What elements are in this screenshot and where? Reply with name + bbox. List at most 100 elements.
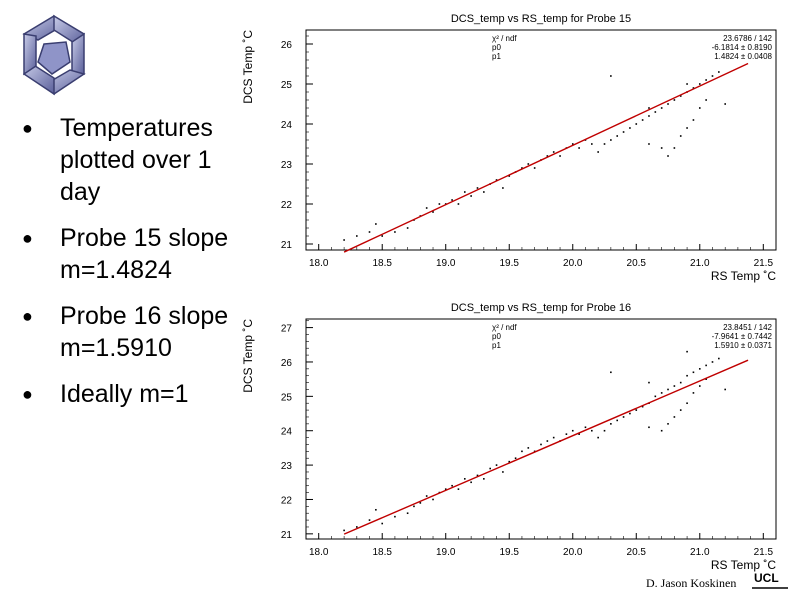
x-tick-label: 20.5	[627, 258, 647, 269]
star-of-david-knot-icon	[22, 14, 86, 96]
y-tick-label: 26	[281, 358, 293, 369]
data-point	[470, 195, 472, 197]
data-point	[571, 143, 574, 145]
data-point	[667, 155, 669, 157]
bullet-dot-icon: ●	[22, 228, 33, 248]
fit-stat-label: χ² / ndf	[492, 34, 517, 43]
data-point	[502, 187, 504, 189]
data-point	[705, 79, 707, 81]
data-point	[698, 368, 701, 370]
bullet-text: Probe 15 slope m=1.4824	[60, 224, 229, 284]
svg-text:UCL: UCL	[754, 571, 779, 585]
data-point	[571, 429, 574, 432]
data-point	[603, 143, 606, 145]
data-point	[521, 450, 523, 453]
data-point	[444, 488, 447, 490]
chart-probe-15: DCS_temp vs RS_temp for Probe 15 18.0 18.5…	[241, 13, 777, 283]
data-point	[654, 395, 657, 398]
data-point	[692, 392, 695, 394]
x-axis-label: RS Temp ˚C	[711, 269, 776, 283]
fit-stat-label: χ² / ndf	[492, 323, 517, 332]
data-point	[356, 526, 358, 528]
data-point	[641, 405, 644, 408]
fit-stat-label: p0	[492, 43, 501, 52]
data-point	[622, 131, 625, 133]
data-point	[375, 223, 377, 225]
fit-line	[343, 359, 749, 535]
x-tick-label: 21.5	[754, 258, 774, 269]
data-point	[724, 103, 726, 105]
data-point	[597, 436, 599, 439]
data-point	[629, 412, 631, 415]
data-point	[686, 402, 688, 405]
data-point	[648, 107, 650, 109]
data-point	[718, 71, 720, 73]
data-point	[686, 350, 688, 353]
fit-stat-value: -7.9641 ± 0.7442	[712, 332, 773, 341]
data-point	[705, 378, 707, 380]
data-point	[540, 443, 542, 446]
y-tick-label: 27	[281, 324, 293, 335]
fit-stat-label: p1	[492, 341, 501, 350]
fit-stat-value: 23.8451 / 142	[723, 323, 772, 332]
data-point	[552, 151, 555, 153]
data-point	[463, 191, 466, 193]
plot-frame	[305, 318, 777, 540]
data-point	[711, 361, 714, 363]
y-tick-label: 23	[281, 160, 293, 171]
bullet-item: ● Probe 15 slope m=1.4824	[22, 222, 242, 286]
data-point	[705, 364, 707, 367]
x-tick-label: 19.0	[436, 258, 456, 269]
data-point	[381, 522, 384, 525]
data-point	[533, 167, 536, 169]
data-point	[438, 203, 441, 205]
data-point	[641, 119, 644, 121]
bullet-text: Ideally m=1	[60, 380, 189, 408]
data-point	[705, 99, 707, 101]
data-point	[527, 447, 530, 449]
data-point	[673, 385, 676, 387]
data-point	[610, 75, 612, 77]
data-point	[654, 111, 657, 113]
y-tick-label: 22	[281, 200, 293, 211]
fit-stat-value: 1.4824 ± 0.0408	[714, 52, 772, 61]
y-axis-label: DCS Temp ˚C	[241, 30, 255, 104]
data-point	[368, 519, 371, 521]
data-point	[356, 235, 358, 237]
x-axis-label: RS Temp ˚C	[711, 558, 776, 572]
x-tick-label: 19.5	[500, 547, 520, 558]
data-point	[343, 239, 345, 241]
y-tick-label: 21	[281, 530, 293, 541]
y-tick-label: 21	[281, 240, 293, 251]
x-tick-label: 21.0	[690, 547, 710, 558]
footer-author: D. Jason Koskinen	[646, 576, 737, 590]
data-point	[495, 464, 498, 466]
y-tick-label: 25	[281, 392, 293, 403]
data-point	[508, 460, 511, 463]
data-point	[546, 440, 549, 442]
bullet-item: ● Temperatures plotted over 1 day	[22, 112, 242, 208]
y-tick-label: 23	[281, 461, 293, 472]
data-point	[718, 357, 720, 360]
data-point	[514, 457, 517, 460]
data-point	[463, 478, 466, 480]
data-point	[552, 436, 555, 439]
y-tick-label: 26	[281, 40, 293, 51]
plot-frame	[305, 29, 777, 251]
ucl-logo-icon: UCL	[752, 571, 788, 589]
data-point	[616, 135, 619, 137]
data-point	[648, 143, 650, 145]
x-tick-label: 20.0	[563, 258, 583, 269]
data-point	[692, 119, 695, 121]
data-point	[578, 433, 580, 435]
data-point	[679, 409, 682, 411]
data-point	[591, 143, 593, 145]
data-point	[565, 433, 568, 435]
data-point	[667, 388, 669, 391]
data-point	[406, 512, 409, 515]
y-tick-label: 25	[281, 80, 293, 91]
data-point	[648, 115, 650, 117]
fit-stat-label: p1	[492, 52, 501, 61]
fit-stat-label: p0	[492, 332, 501, 341]
data-point	[673, 416, 676, 418]
